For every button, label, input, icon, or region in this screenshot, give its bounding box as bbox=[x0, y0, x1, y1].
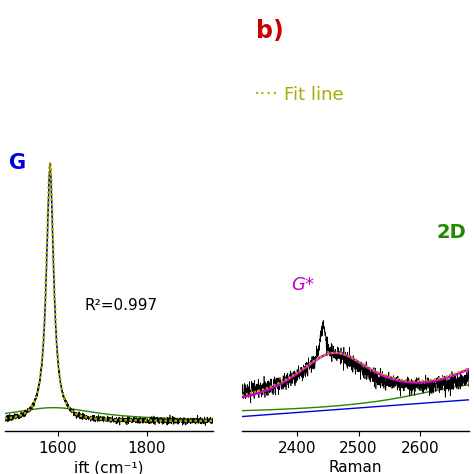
Text: ····: ···· bbox=[254, 85, 279, 104]
Text: 2D: 2D bbox=[436, 223, 466, 242]
X-axis label: ift (cm⁻¹): ift (cm⁻¹) bbox=[74, 460, 144, 474]
Text: G*: G* bbox=[291, 276, 314, 294]
X-axis label: Raman: Raman bbox=[329, 460, 382, 474]
Text: G: G bbox=[9, 153, 26, 173]
Text: R²=0.997: R²=0.997 bbox=[85, 298, 158, 313]
Text: b): b) bbox=[256, 19, 284, 43]
Text: Fit line: Fit line bbox=[284, 86, 344, 104]
